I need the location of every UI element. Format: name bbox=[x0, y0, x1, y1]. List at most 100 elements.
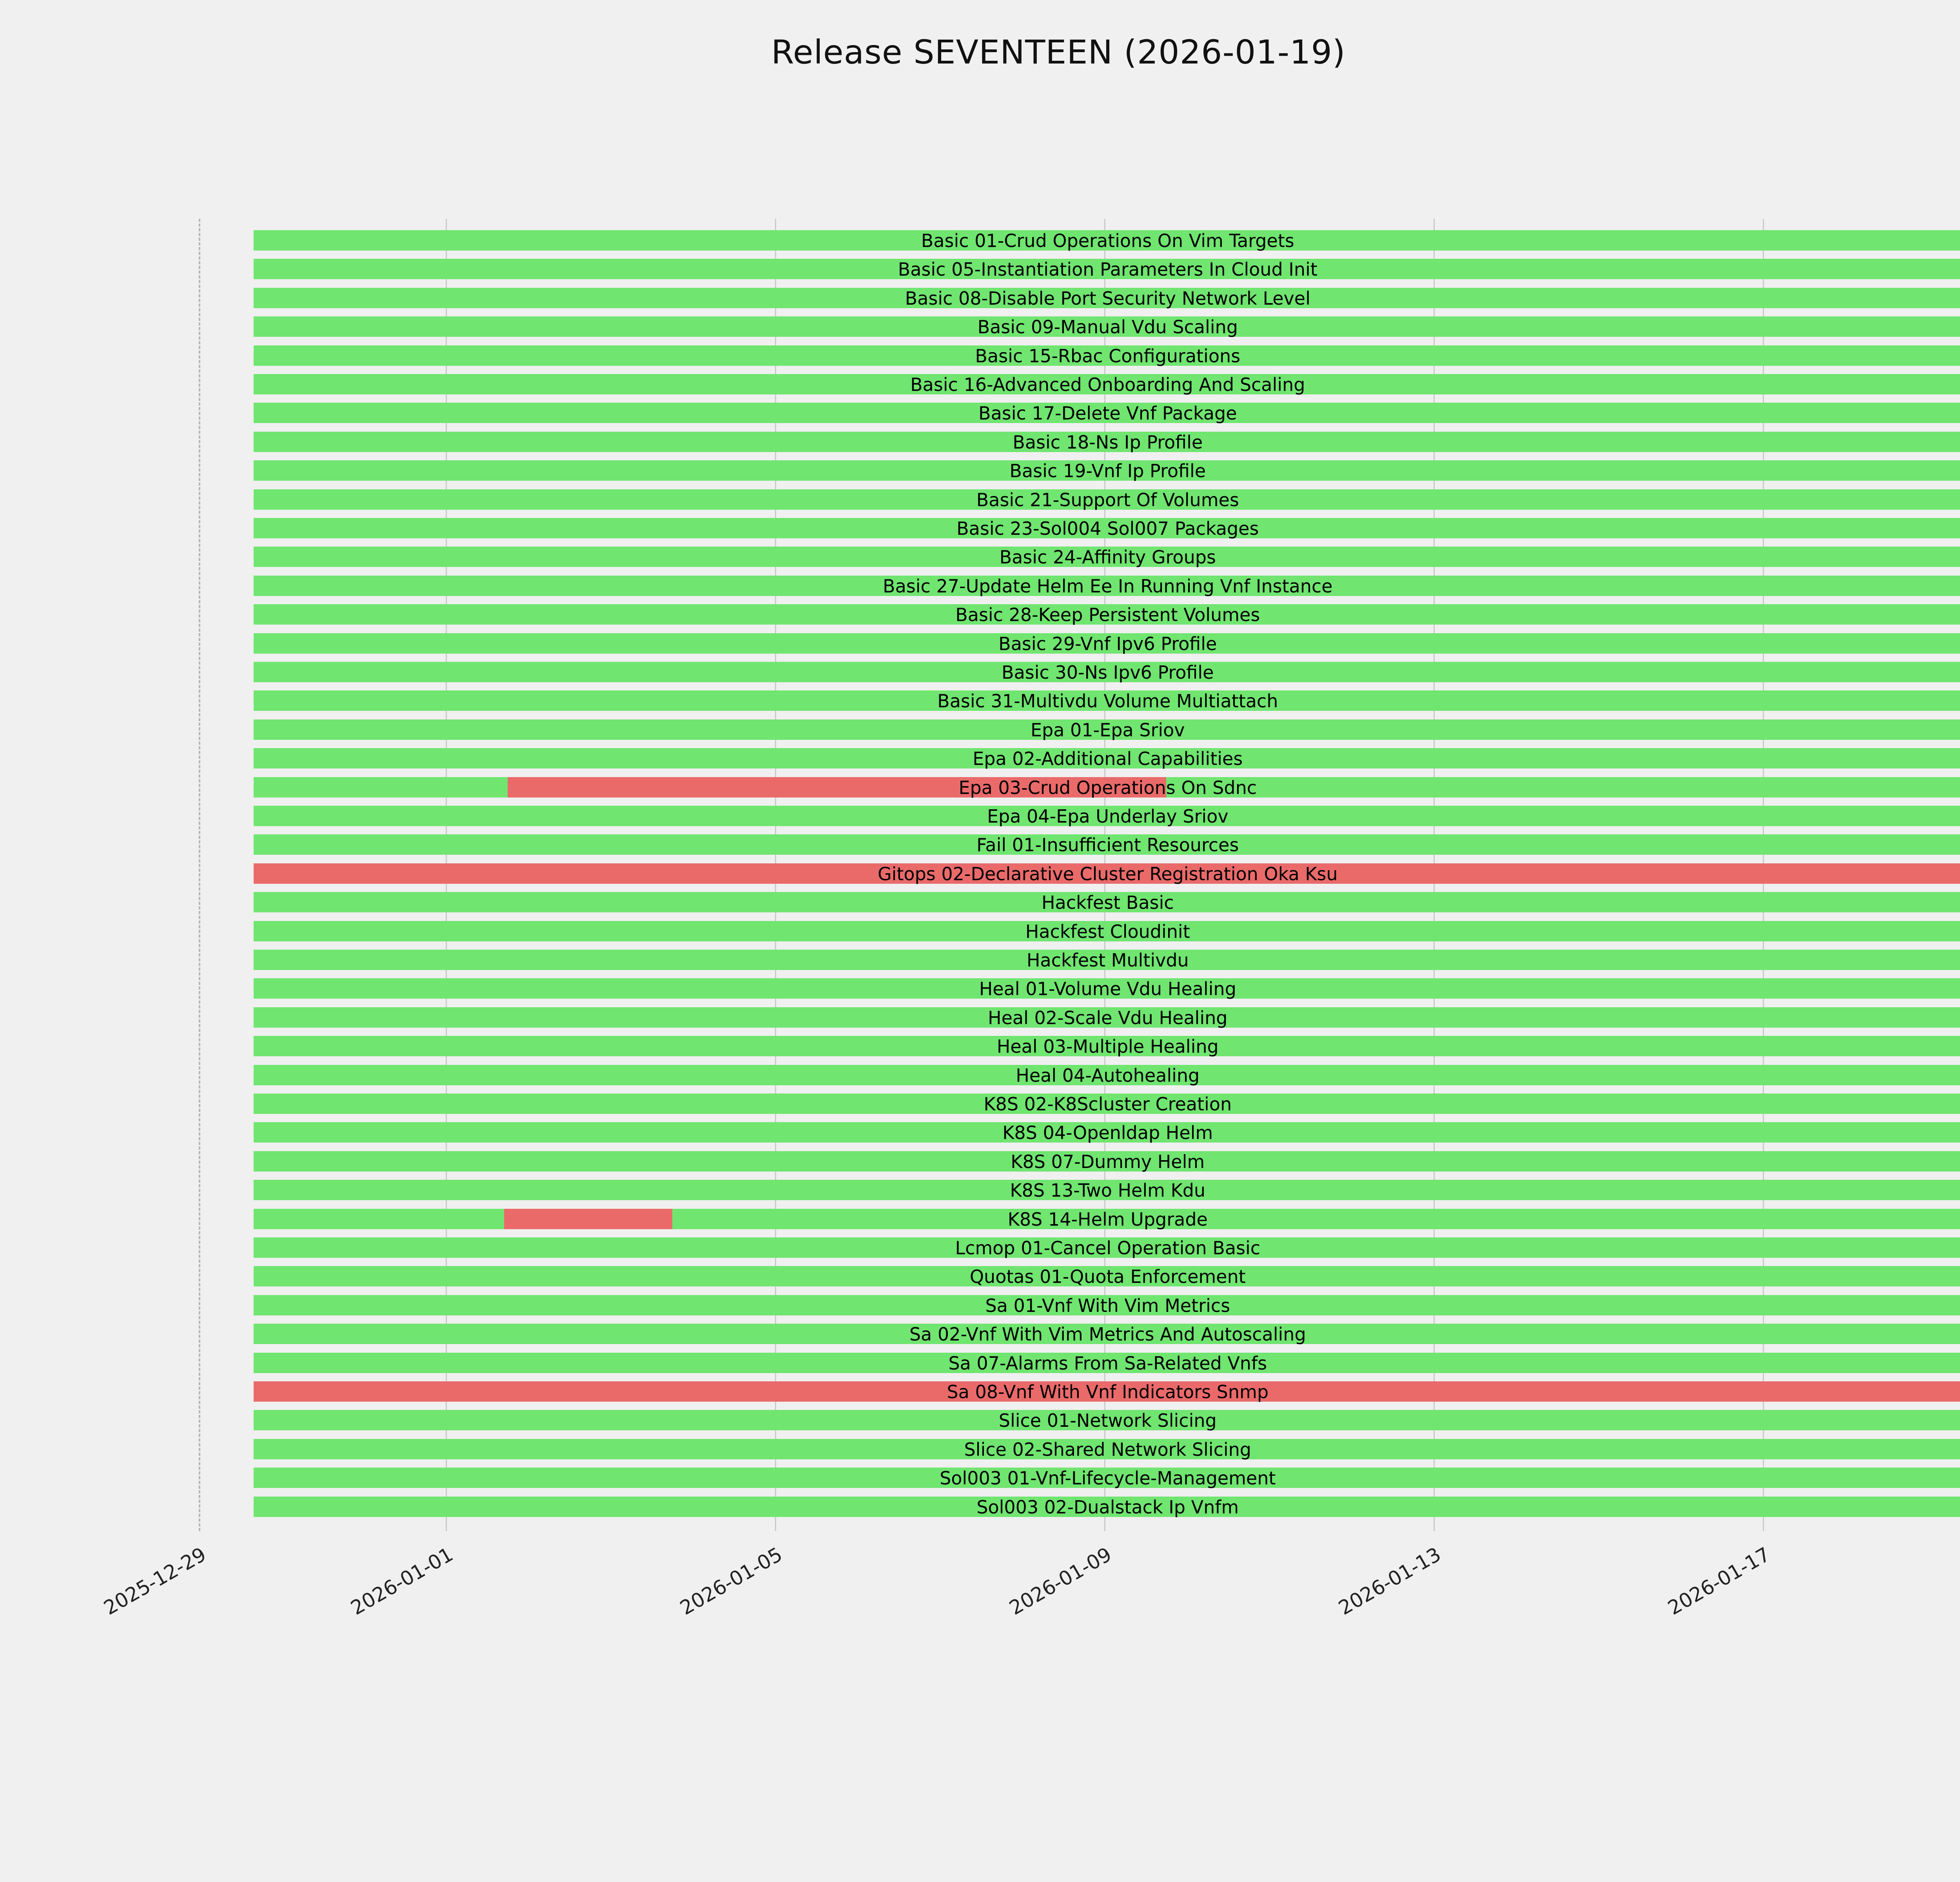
task-bar-pass bbox=[254, 633, 1960, 654]
task-bar-pass bbox=[254, 1151, 1960, 1172]
task-label: Epa 02-Additional Capabilities bbox=[973, 748, 1243, 769]
task-bar-fail bbox=[254, 863, 1960, 884]
x-tick-label: 2026-01-09 bbox=[1005, 1543, 1116, 1620]
task-bar-pass bbox=[254, 806, 1960, 826]
task-bar-pass bbox=[254, 748, 1960, 768]
task-label: K8S 13-Two Helm Kdu bbox=[1010, 1180, 1206, 1201]
task-label: Hackfest Cloudinit bbox=[1025, 921, 1190, 942]
task-label: Basic 09-Manual Vdu Scaling bbox=[977, 316, 1238, 338]
task-label: Basic 23-Sol004 Sol007 Packages bbox=[956, 518, 1259, 539]
task-label: Sa 02-Vnf With Vim Metrics And Autoscali… bbox=[909, 1324, 1306, 1345]
task-bar-pass bbox=[254, 1468, 1960, 1488]
task-label: Basic 08-Disable Port Security Network L… bbox=[905, 288, 1310, 309]
task-bar-pass bbox=[254, 1353, 1960, 1373]
task-label: Heal 02-Scale Vdu Healing bbox=[988, 1007, 1228, 1028]
task-bar-pass bbox=[254, 892, 1960, 912]
x-tick-label: 2025-12-29 bbox=[100, 1543, 210, 1620]
task-label: K8S 07-Dummy Helm bbox=[1011, 1151, 1205, 1172]
task-bar-pass bbox=[254, 1324, 1960, 1344]
task-label: Basic 24-Affinity Groups bbox=[999, 547, 1216, 568]
task-bar-pass bbox=[254, 1065, 1960, 1085]
task-bar-pass bbox=[254, 518, 1960, 538]
task-bar-pass bbox=[254, 1094, 1960, 1114]
task-label: Sol003 02-Dualstack Ip Vnfm bbox=[976, 1497, 1239, 1518]
task-bar-pass bbox=[254, 978, 1960, 999]
task-bar-pass bbox=[254, 1180, 1960, 1200]
task-bar-pass bbox=[254, 403, 1960, 423]
task-bar-pass bbox=[254, 1237, 1960, 1258]
task-label: Heal 04-Autohealing bbox=[1016, 1065, 1200, 1086]
task-bar-pass bbox=[254, 950, 1960, 970]
task-label: K8S 14-Helm Upgrade bbox=[1007, 1209, 1208, 1230]
task-label: Quotas 01-Quota Enforcement bbox=[969, 1266, 1246, 1287]
task-bar-pass bbox=[254, 489, 1960, 510]
task-label: Heal 01-Volume Vdu Healing bbox=[979, 978, 1236, 999]
task-label: Basic 29-Vnf Ipv6 Profile bbox=[998, 633, 1217, 654]
task-bar-pass bbox=[254, 576, 1960, 596]
task-label: K8S 02-K8Scluster Creation bbox=[984, 1094, 1232, 1115]
task-bar-pass bbox=[254, 1410, 1960, 1430]
task-bar-pass bbox=[254, 604, 1960, 625]
task-label: Basic 27-Update Helm Ee In Running Vnf I… bbox=[883, 576, 1333, 597]
task-label: Basic 18-Ns Ip Profile bbox=[1013, 432, 1203, 453]
task-label: Sol003 01-Vnf-Lifecycle-Management bbox=[940, 1468, 1276, 1489]
x-tick-label: 2026-01-13 bbox=[1335, 1543, 1445, 1620]
task-label: Basic 16-Advanced Onboarding And Scaling bbox=[910, 374, 1305, 395]
x-tick-label: 2026-01-05 bbox=[676, 1543, 786, 1620]
task-label: Epa 03-Crud Operations On Sdnc bbox=[958, 777, 1257, 798]
task-bar-pass bbox=[254, 719, 1960, 740]
x-tick-label: 2026-01-01 bbox=[347, 1543, 457, 1620]
task-label: Sa 08-Vnf With Vnf Indicators Snmp bbox=[947, 1381, 1269, 1402]
task-label: Hackfest Multivdu bbox=[1026, 950, 1189, 971]
task-bar-pass bbox=[254, 460, 1960, 481]
task-label: Basic 01-Crud Operations On Vim Targets bbox=[921, 230, 1294, 251]
task-label: Epa 04-Epa Underlay Sriov bbox=[987, 806, 1229, 827]
task-bar-pass bbox=[254, 345, 1960, 366]
task-bar-pass bbox=[254, 547, 1960, 567]
task-label: Gitops 02-Declarative Cluster Registrati… bbox=[877, 863, 1338, 885]
chart-title: Release SEVENTEEN (2026-01-19) bbox=[771, 33, 1346, 71]
task-bar-fail-segment bbox=[507, 777, 1166, 797]
task-label: Basic 31-Multivdu Volume Multiattach bbox=[937, 690, 1278, 712]
x-tick-label: 2026-01-17 bbox=[1664, 1543, 1774, 1620]
task-label: Basic 17-Delete Vnf Package bbox=[978, 403, 1237, 424]
task-bar-pass bbox=[254, 1497, 1960, 1517]
task-bar-pass bbox=[254, 1295, 1960, 1315]
task-label: Sa 07-Alarms From Sa-Related Vnfs bbox=[948, 1353, 1267, 1374]
task-label: K8S 04-Openldap Helm bbox=[1002, 1122, 1213, 1143]
task-bar-pass bbox=[254, 288, 1960, 308]
task-label: Hackfest Basic bbox=[1041, 892, 1174, 913]
task-bar-pass bbox=[254, 259, 1960, 279]
task-bar-pass bbox=[254, 1122, 1960, 1143]
task-bar-pass bbox=[254, 316, 1960, 337]
task-label: Basic 15-Rbac Configurations bbox=[975, 345, 1241, 367]
task-bar-pass bbox=[254, 1266, 1960, 1286]
task-bar-pass bbox=[254, 1007, 1960, 1028]
task-label: Heal 03-Multiple Healing bbox=[996, 1036, 1219, 1057]
task-label: Epa 01-Epa Sriov bbox=[1030, 719, 1185, 741]
task-label: Slice 02-Shared Network Slicing bbox=[964, 1439, 1252, 1460]
task-bar-pass bbox=[254, 374, 1960, 394]
task-label: Basic 05-Instantiation Parameters In Clo… bbox=[898, 259, 1318, 280]
task-bar-pass bbox=[254, 1036, 1960, 1056]
task-bar-pass bbox=[254, 662, 1960, 682]
task-label: Basic 19-Vnf Ip Profile bbox=[1009, 460, 1206, 481]
task-bar-pass bbox=[254, 432, 1960, 452]
task-bar-fail-segment bbox=[504, 1209, 672, 1229]
task-label: Basic 21-Support Of Volumes bbox=[976, 489, 1239, 510]
axis-start-gridline bbox=[199, 219, 200, 1531]
task-label: Slice 01-Network Slicing bbox=[998, 1410, 1217, 1431]
task-label: Lcmop 01-Cancel Operation Basic bbox=[955, 1237, 1261, 1259]
task-label: Basic 30-Ns Ipv6 Profile bbox=[1002, 662, 1214, 683]
task-label: Basic 28-Keep Persistent Volumes bbox=[955, 604, 1260, 625]
task-bar-pass bbox=[254, 230, 1960, 251]
task-bar-fail bbox=[254, 1381, 1960, 1402]
task-bar-pass bbox=[254, 921, 1960, 941]
task-label: Fail 01-Insufficient Resources bbox=[976, 834, 1239, 856]
task-bar-pass bbox=[254, 834, 1960, 855]
task-bar-pass bbox=[254, 1439, 1960, 1459]
task-bar-pass bbox=[254, 690, 1960, 711]
task-label: Sa 01-Vnf With Vim Metrics bbox=[985, 1295, 1230, 1316]
